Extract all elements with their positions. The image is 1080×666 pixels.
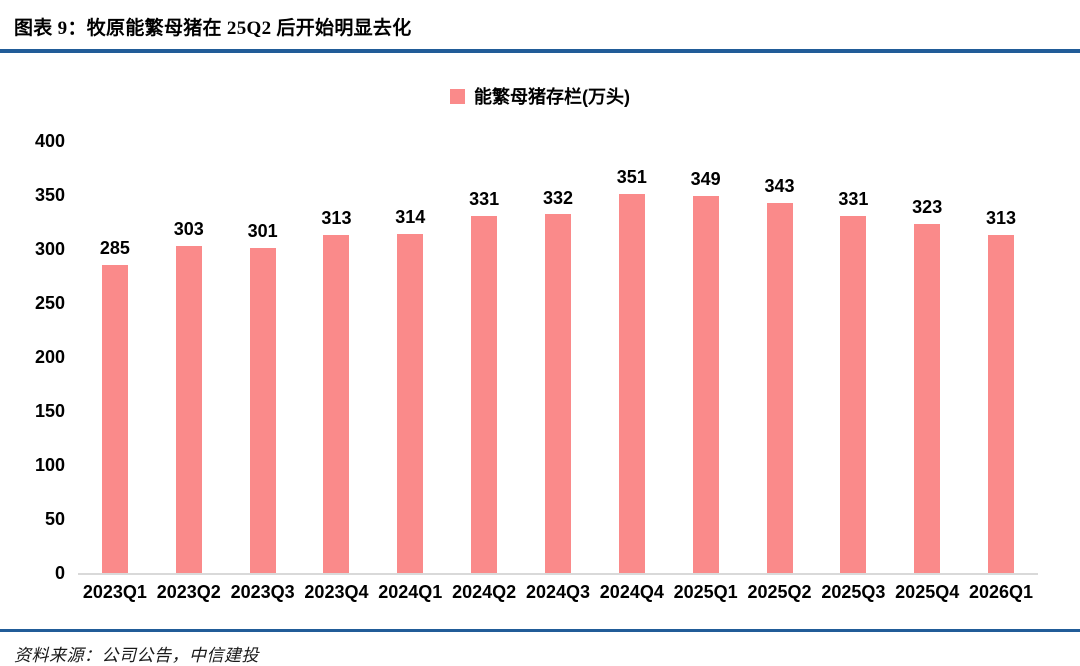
x-tick-label: 2023Q4: [304, 582, 369, 602]
bar-value-label: 343: [764, 175, 795, 196]
bar-value-label: 313: [986, 208, 1017, 229]
bar-column: 323: [890, 141, 964, 573]
bar-value-label: 332: [542, 187, 573, 208]
x-axis-labels: 2023Q1 2023Q2 2023Q3 2023Q4 2024Q1 2024Q2 2024…: [78, 582, 1038, 603]
bar: [692, 196, 719, 573]
bar: [175, 245, 202, 573]
bar: [618, 193, 645, 573]
figure-title: 图表 9：牧原能繁母猪在 25Q2 后开始明显去化: [14, 18, 412, 39]
y-tick-label: 350: [34, 185, 65, 205]
x-tick-label: 2024Q2: [452, 582, 517, 602]
bar-column: 314: [373, 141, 447, 573]
source-note: 资料来源：公司公告，中信建投: [14, 646, 259, 665]
bar-column: 331: [447, 141, 521, 573]
y-tick-label: 50: [44, 509, 65, 529]
y-tick-label: 100: [34, 455, 65, 475]
x-tick-label: 2025Q1: [673, 582, 738, 602]
x-tick-label: 2023Q3: [230, 582, 295, 602]
x-tick-label: 2023Q1: [82, 582, 147, 602]
legend: 能繁母猪存栏(万头): [0, 83, 1080, 109]
y-tick-label: 250: [34, 293, 65, 313]
plot-area: 285 303 301 313 314 331 332 351 349 343 331 323 313 …: [78, 141, 1038, 603]
bar: [249, 247, 276, 573]
bar-column: 343: [743, 141, 817, 573]
bar-column: 303: [152, 141, 226, 573]
bar-column: 313: [300, 141, 374, 573]
bar: [397, 233, 424, 573]
bar-value-label: 351: [616, 167, 647, 188]
bar-value-label: 301: [247, 221, 278, 242]
bar: [101, 265, 128, 573]
y-tick-label: 300: [34, 239, 65, 259]
bar: [840, 215, 867, 573]
y-tick-label: 200: [34, 347, 65, 367]
bar-column: 313: [964, 141, 1038, 573]
y-tick-label: 150: [34, 401, 65, 421]
y-tick-label: 0: [54, 563, 65, 583]
bar-column: 351: [595, 141, 669, 573]
bar: [323, 234, 350, 573]
bars-row: 285 303 301 313 314 331 332 351 349 343 331 323 313: [78, 141, 1038, 575]
bar-column: 285: [78, 141, 152, 573]
bar-chart: 0 50 100 150 200 250 300 350 400 285 303 301 313 314…: [0, 132, 1080, 603]
bar: [914, 224, 941, 573]
bar: [471, 215, 498, 573]
bar-value-label: 285: [99, 238, 130, 259]
bar-value-label: 323: [912, 197, 943, 218]
bar-column: 332: [521, 141, 595, 573]
bar: [988, 234, 1015, 573]
bar-value-label: 331: [838, 188, 869, 209]
bar-value-label: 314: [395, 207, 426, 228]
x-tick-label: 2026Q1: [969, 582, 1034, 602]
bar-value-label: 349: [690, 169, 721, 190]
legend-series-label: 能繁母猪存栏(万头): [474, 87, 630, 107]
bar-column: 301: [226, 141, 300, 573]
bar-value-label: 303: [173, 218, 204, 239]
x-tick-label: 2025Q2: [747, 582, 812, 602]
x-tick-label: 2024Q1: [378, 582, 443, 602]
bar-column: 349: [669, 141, 743, 573]
x-tick-label: 2025Q3: [821, 582, 886, 602]
x-tick-label: 2023Q2: [156, 582, 221, 602]
bar-column: 331: [816, 141, 890, 573]
y-tick-label: 400: [34, 131, 65, 151]
legend-swatch-icon: [450, 88, 465, 104]
x-tick-label: 2024Q4: [599, 582, 664, 602]
x-tick-label: 2024Q3: [525, 582, 591, 602]
bar-value-label: 331: [469, 188, 500, 209]
footer-divider: [0, 629, 1080, 632]
x-tick-label: 2025Q4: [895, 582, 960, 602]
bar: [766, 202, 793, 573]
bar-value-label: 313: [321, 208, 352, 229]
title-divider: [0, 49, 1080, 53]
bar: [544, 214, 571, 573]
y-axis: 0 50 100 150 200 250 300 350 400: [0, 132, 78, 582]
